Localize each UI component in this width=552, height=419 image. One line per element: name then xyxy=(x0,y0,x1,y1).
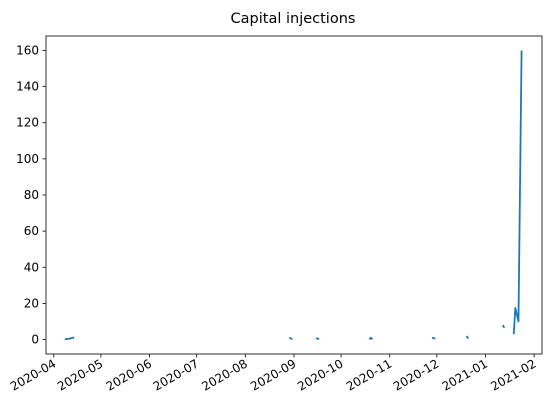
line-segment xyxy=(501,324,506,329)
y-tick-label: 140 xyxy=(16,80,39,94)
y-tick-label: 100 xyxy=(16,152,39,166)
y-tick-label: 20 xyxy=(24,296,39,310)
y-tick-label: 120 xyxy=(16,116,39,130)
line-segment xyxy=(64,336,75,341)
line-segment xyxy=(431,336,436,340)
chart-title: Capital injections xyxy=(231,11,356,27)
x-tick-label: 2020-05 xyxy=(55,356,105,393)
line-segment xyxy=(465,335,470,340)
x-tick-label: 2020-10 xyxy=(295,356,345,393)
x-tick-label: 2020-06 xyxy=(104,356,154,393)
y-tick-label: 60 xyxy=(24,224,39,238)
x-tick-label: 2020-07 xyxy=(151,356,201,393)
x-tick-label: 2021-01 xyxy=(440,356,490,393)
x-tick-label: 2020-11 xyxy=(344,356,394,393)
line-segment xyxy=(512,50,523,335)
x-tick-label: 2020-12 xyxy=(391,356,441,393)
x-tick-label: 2020-08 xyxy=(199,356,249,393)
line-segment xyxy=(288,336,293,340)
x-tick-label: 2020-09 xyxy=(248,356,298,393)
series-line xyxy=(64,50,523,341)
y-tick-label: 160 xyxy=(16,43,39,57)
plot-frame xyxy=(45,35,543,355)
y-tick-label: 40 xyxy=(24,260,39,274)
line-segment xyxy=(315,337,320,341)
y-tick-label: 0 xyxy=(31,333,39,347)
x-tick-label: 2021-02 xyxy=(488,356,538,393)
line-segment xyxy=(368,336,374,340)
y-axis: 0 20 40 60 80 100 120 140 160 xyxy=(16,43,46,347)
x-tick-label: 2020-04 xyxy=(8,356,58,393)
x-axis: 2020-042020-052020-062020-072020-082020-… xyxy=(8,354,539,394)
y-tick-label: 80 xyxy=(24,188,39,202)
